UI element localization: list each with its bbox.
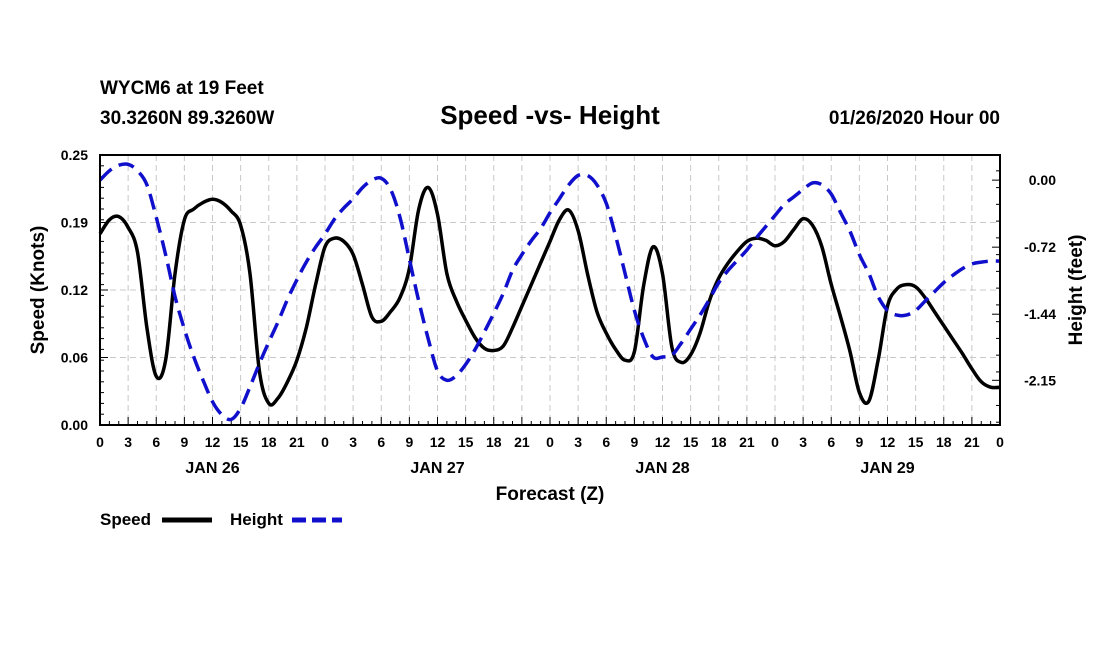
x-tick-label: 18 bbox=[261, 434, 277, 450]
day-labels: JAN 26 JAN 27 JAN 28 JAN 29 bbox=[185, 460, 914, 477]
x-tick-label: 12 bbox=[880, 434, 896, 450]
day-label: JAN 26 bbox=[185, 460, 239, 477]
x-tick-label: 3 bbox=[124, 434, 132, 450]
y-left-tick-label: 0.12 bbox=[61, 282, 88, 298]
x-tick-label: 18 bbox=[711, 434, 727, 450]
x-tick-label: 18 bbox=[486, 434, 502, 450]
x-tick-label: 0 bbox=[321, 434, 329, 450]
x-tick-label: 9 bbox=[855, 434, 863, 450]
x-tick-label: 15 bbox=[683, 434, 699, 450]
coordinates-label: 30.3260N 89.3260W bbox=[100, 108, 274, 129]
day-label: JAN 29 bbox=[860, 460, 914, 477]
x-tick-label: 12 bbox=[655, 434, 671, 450]
x-tick-label: 0 bbox=[96, 434, 104, 450]
y-left-tick-label: 0.25 bbox=[61, 147, 88, 163]
x-tick-label: 21 bbox=[514, 434, 530, 450]
x-tick-label: 15 bbox=[908, 434, 924, 450]
x-tick-label: 15 bbox=[458, 434, 474, 450]
x-tick-label: 9 bbox=[180, 434, 188, 450]
x-tick-label: 6 bbox=[602, 434, 610, 450]
x-tick-label: 3 bbox=[799, 434, 807, 450]
grid-lines bbox=[100, 155, 1000, 425]
x-tick-label: 0 bbox=[771, 434, 779, 450]
x-tick-label: 6 bbox=[152, 434, 160, 450]
x-tick-label: 15 bbox=[233, 434, 249, 450]
x-tick-label: 18 bbox=[936, 434, 952, 450]
left-y-tick-labels: 0.00 0.06 0.12 0.19 0.25 bbox=[61, 147, 88, 433]
x-tick-label: 21 bbox=[964, 434, 980, 450]
x-tick-label: 3 bbox=[349, 434, 357, 450]
x-axis-title: Forecast (Z) bbox=[496, 484, 605, 505]
y-left-tick-label: 0.00 bbox=[61, 417, 88, 433]
y-left-tick-label: 0.06 bbox=[61, 350, 88, 366]
right-y-tick-labels: 0.00 -0.72 -1.44 -2.15 bbox=[1024, 172, 1056, 388]
x-tick-label: 0 bbox=[546, 434, 554, 450]
x-tick-label: 3 bbox=[574, 434, 582, 450]
legend-height-label: Height bbox=[230, 510, 283, 529]
x-tick-label: 21 bbox=[289, 434, 305, 450]
y-right-tick-label: -0.72 bbox=[1024, 239, 1056, 255]
y-right-tick-label: 0.00 bbox=[1029, 172, 1056, 188]
legend-speed-label: Speed bbox=[100, 510, 151, 529]
y-left-tick-label: 0.19 bbox=[61, 215, 88, 231]
series-lines bbox=[98, 162, 1001, 422]
x-tick-label: 21 bbox=[739, 434, 755, 450]
station-label: WYCM6 at 19 Feet bbox=[100, 78, 264, 99]
day-label: JAN 27 bbox=[410, 460, 464, 477]
x-tick-label: 6 bbox=[377, 434, 385, 450]
day-label: JAN 28 bbox=[635, 460, 689, 477]
x-tick-label: 9 bbox=[630, 434, 638, 450]
chart-title: Speed -vs- Height bbox=[440, 100, 660, 130]
x-tick-label: 9 bbox=[405, 434, 413, 450]
x-tick-label: 12 bbox=[430, 434, 446, 450]
y-axis-right-title: Height (feet) bbox=[1066, 235, 1087, 346]
run-time-label: 01/26/2020 Hour 00 bbox=[829, 108, 1000, 129]
height-series-line bbox=[98, 162, 1001, 422]
x-tick-label: 6 bbox=[827, 434, 835, 450]
x-tick-labels: 0 3 6 9 12 15 18 21 0 3 6 9 12 15 18 21 0 3 6 9 12 15 18 21 0 3 6 9… bbox=[96, 434, 1004, 450]
y-right-tick-label: -1.44 bbox=[1024, 306, 1056, 322]
plot-frame bbox=[99, 154, 1001, 426]
x-tick-label: 12 bbox=[205, 434, 221, 450]
y-axis-left-title: Speed (Knots) bbox=[28, 226, 49, 355]
legend: Speed Height bbox=[100, 510, 342, 529]
y-right-tick-label: -2.15 bbox=[1024, 372, 1056, 388]
speed-series-line bbox=[98, 185, 1001, 407]
x-tick-label: 0 bbox=[996, 434, 1004, 450]
